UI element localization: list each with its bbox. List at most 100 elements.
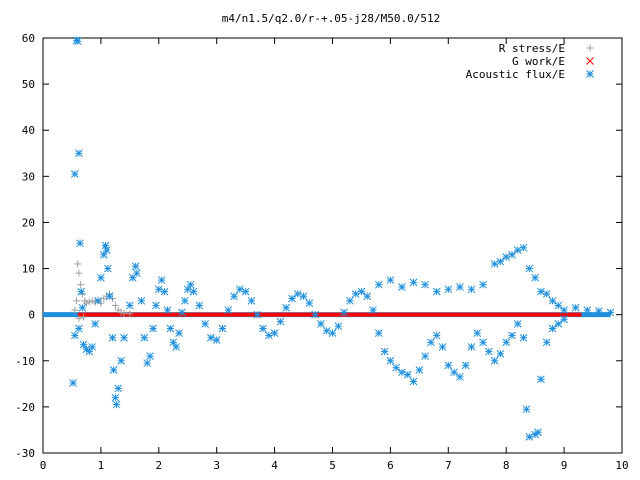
y-tick-label: 60 xyxy=(22,32,35,45)
data-point xyxy=(125,301,134,310)
y-tick-label: -30 xyxy=(15,447,35,460)
data-point xyxy=(548,324,557,333)
legend-label-acoustic-flux: Acoustic flux/E xyxy=(466,68,565,81)
data-point xyxy=(571,303,580,312)
data-point xyxy=(508,331,516,340)
data-point xyxy=(583,306,592,314)
data-point xyxy=(152,301,160,310)
data-point xyxy=(299,292,308,301)
x-tick-label: 0 xyxy=(40,459,47,472)
x-tick-label: 8 xyxy=(503,459,510,472)
data-point xyxy=(175,329,183,337)
data-point xyxy=(189,287,198,296)
data-point xyxy=(146,352,154,361)
data-point xyxy=(120,333,128,342)
data-point xyxy=(105,292,114,301)
data-point xyxy=(392,363,401,372)
data-point xyxy=(403,370,412,379)
data-point xyxy=(519,333,528,342)
data-point xyxy=(456,283,464,291)
data-point xyxy=(374,280,383,289)
data-point xyxy=(479,338,487,347)
y-tick-label: 0 xyxy=(28,309,35,322)
y-tick-label: 50 xyxy=(22,78,35,91)
data-point xyxy=(99,250,108,259)
data-point xyxy=(259,324,267,333)
data-point xyxy=(554,320,563,328)
data-point xyxy=(519,243,528,252)
data-point xyxy=(253,310,262,319)
y-tick-label: 30 xyxy=(22,170,35,183)
data-point xyxy=(77,287,86,296)
data-point xyxy=(432,287,441,296)
data-point xyxy=(88,343,97,351)
data-point xyxy=(75,314,83,322)
data-point xyxy=(73,37,82,46)
data-point xyxy=(525,264,534,273)
data-point xyxy=(132,269,141,278)
data-point xyxy=(467,343,476,351)
data-point xyxy=(126,310,134,318)
data-point xyxy=(484,347,493,356)
y-tick-label: 40 xyxy=(22,124,35,137)
data-point xyxy=(479,280,487,289)
data-point xyxy=(374,329,383,337)
data-point xyxy=(70,331,79,340)
data-point xyxy=(502,338,511,347)
data-point xyxy=(172,343,181,351)
data-point xyxy=(386,356,395,365)
y-tick-label: 10 xyxy=(22,263,35,276)
x-tick-label: 5 xyxy=(329,459,336,472)
data-point xyxy=(109,366,118,374)
chart-title: m4/n1.5/q2.0/r-+.05-j28/M50.0/512 xyxy=(222,12,441,25)
legend-label-r-stress: R stress/E xyxy=(499,42,565,55)
data-point xyxy=(328,329,337,337)
data-point xyxy=(508,250,516,259)
data-point xyxy=(496,257,505,266)
data-point xyxy=(606,308,615,317)
data-point xyxy=(444,285,453,294)
series-2 xyxy=(69,36,615,441)
data-point xyxy=(548,296,557,305)
data-point xyxy=(386,276,395,284)
data-point xyxy=(97,273,105,282)
data-point xyxy=(91,320,99,328)
data-point xyxy=(75,324,83,333)
data-point xyxy=(415,366,424,374)
data-point xyxy=(70,170,79,178)
data-point xyxy=(288,294,296,303)
data-point xyxy=(186,280,195,289)
data-point xyxy=(363,292,372,301)
data-point xyxy=(163,306,172,314)
data-point xyxy=(111,393,120,402)
x-tick-label: 2 xyxy=(155,459,162,472)
axis-ticks: 0 1 2 3 4 5 6 7 8 9 10 -30 -20 -10 0 10 20 30 40 50 60 xyxy=(15,32,629,472)
x-tick-label: 9 xyxy=(561,459,568,472)
data-point xyxy=(82,299,90,307)
data-point xyxy=(537,375,545,384)
data-point xyxy=(594,307,603,315)
data-point xyxy=(496,350,505,358)
data-point xyxy=(73,297,81,305)
data-point xyxy=(276,317,285,326)
data-point xyxy=(456,373,464,381)
legend-marker-2 xyxy=(586,70,594,78)
data-point xyxy=(432,331,441,340)
data-point xyxy=(513,320,522,328)
data-point xyxy=(421,352,429,361)
data-point xyxy=(101,241,110,250)
data-point xyxy=(467,285,476,294)
data-point xyxy=(131,262,140,271)
x-tick-label: 4 xyxy=(271,459,278,472)
data-point xyxy=(111,301,119,309)
data-point xyxy=(369,306,377,314)
data-point xyxy=(560,315,568,324)
data-point xyxy=(102,246,111,254)
data-point xyxy=(334,322,343,331)
data-point xyxy=(357,287,366,296)
data-point xyxy=(409,278,418,287)
data-point xyxy=(450,368,458,377)
data-point xyxy=(114,384,123,393)
data-point xyxy=(74,260,82,268)
data-point xyxy=(140,333,149,342)
